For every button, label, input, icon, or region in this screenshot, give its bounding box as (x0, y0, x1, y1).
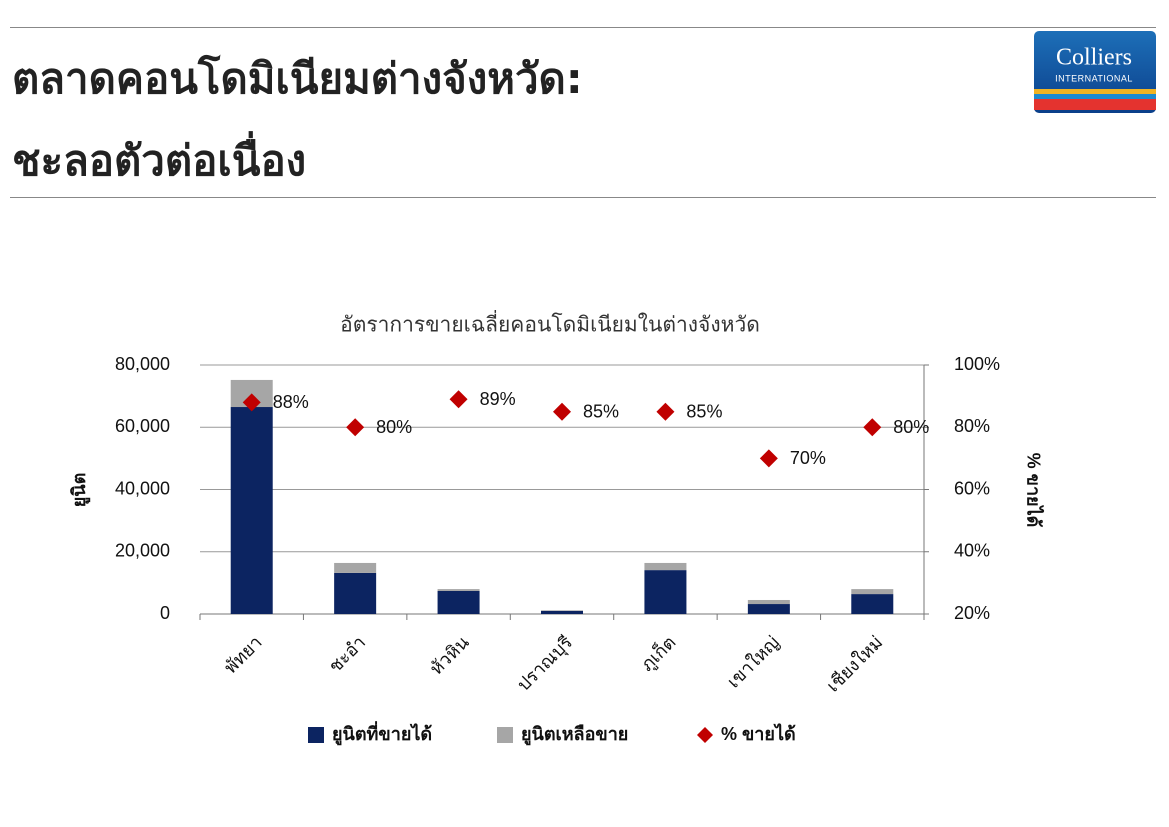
bar (541, 610, 583, 614)
bottom-rule (10, 197, 1156, 198)
y-tick-label: 80,000 (115, 354, 170, 374)
data-label: 85% (686, 401, 722, 421)
bar (541, 610, 583, 611)
bar (437, 590, 480, 614)
x-tick-label: ชะอำ (325, 632, 369, 676)
marker (346, 418, 365, 437)
y-tick-label: 40,000 (115, 478, 170, 498)
legend-swatch (308, 727, 324, 743)
bar (644, 562, 687, 571)
logo-stripe (1034, 104, 1156, 110)
bar (851, 589, 894, 595)
y-tick-label: 20,000 (115, 541, 170, 561)
logo: Colliers INTERNATIONAL (1034, 31, 1156, 113)
y-tick-label: 60,000 (115, 416, 170, 436)
y-tick-label: 0 (160, 603, 170, 623)
legend-marker (697, 727, 713, 743)
data-label: 85% (583, 401, 619, 421)
y2-tick-label: 100% (954, 354, 1000, 374)
marker (449, 390, 468, 409)
x-tick-label: พัทยา (220, 632, 266, 678)
marker (759, 449, 778, 468)
legend-swatch (497, 727, 513, 743)
marker (242, 393, 261, 412)
x-tick-label: ปราณบุรี (513, 632, 577, 696)
x-tick-label: หัวหิน (426, 632, 473, 679)
legend-label: % ขายได้ (721, 723, 796, 744)
logo-stripe (1034, 99, 1156, 104)
data-label: 89% (480, 389, 516, 409)
logo-stripe (1034, 89, 1156, 94)
slide-title: ตลาดคอนโดมิเนียมต่างจังหวัด: ชะลอตัวต่อเ… (12, 38, 583, 202)
bar (437, 589, 480, 591)
x-tick-label: ภูเก็ต (635, 631, 680, 676)
data-label: 88% (273, 392, 309, 412)
data-label: 80% (893, 417, 929, 437)
bar (644, 570, 687, 614)
marker (553, 402, 571, 421)
y2-tick-label: 60% (954, 478, 990, 498)
title-line: ชะลอตัวต่อเนื่อง (12, 136, 307, 185)
data-label: 70% (790, 448, 826, 468)
bar (230, 407, 273, 614)
marker (863, 418, 882, 437)
bar (747, 604, 790, 614)
logo-subtitle: INTERNATIONAL (1055, 73, 1133, 83)
top-rule (10, 27, 1156, 28)
y-axis-label: ยูนิต (69, 473, 91, 508)
bar (851, 594, 894, 614)
bar (334, 572, 377, 614)
marker (656, 402, 675, 421)
title-line: ตลาดคอนโดมิเนียมต่างจังหวัด: (12, 54, 583, 103)
y2-tick-label: 80% (954, 416, 990, 436)
data-label: 80% (376, 417, 412, 437)
chart-title: อัตราการขายเฉลี่ยคอนโดมิเนียมในต่างจังหว… (340, 310, 760, 337)
legend-label: ยูนิตที่ขายได้ (332, 721, 432, 746)
x-tick-label: เชียงใหม่ (822, 631, 887, 696)
y2-tick-label: 40% (954, 541, 990, 561)
bar (747, 599, 790, 605)
bar (334, 562, 377, 573)
y2-axis-label: % ขายได้ (1023, 453, 1044, 528)
y2-tick-label: 20% (954, 603, 990, 623)
logo-name: Colliers (1056, 45, 1132, 71)
legend-label: ยูนิตเหลือขาย (521, 724, 628, 746)
x-tick-label: เขาใหญ่ (723, 631, 784, 692)
logo-stripe (1034, 94, 1156, 99)
